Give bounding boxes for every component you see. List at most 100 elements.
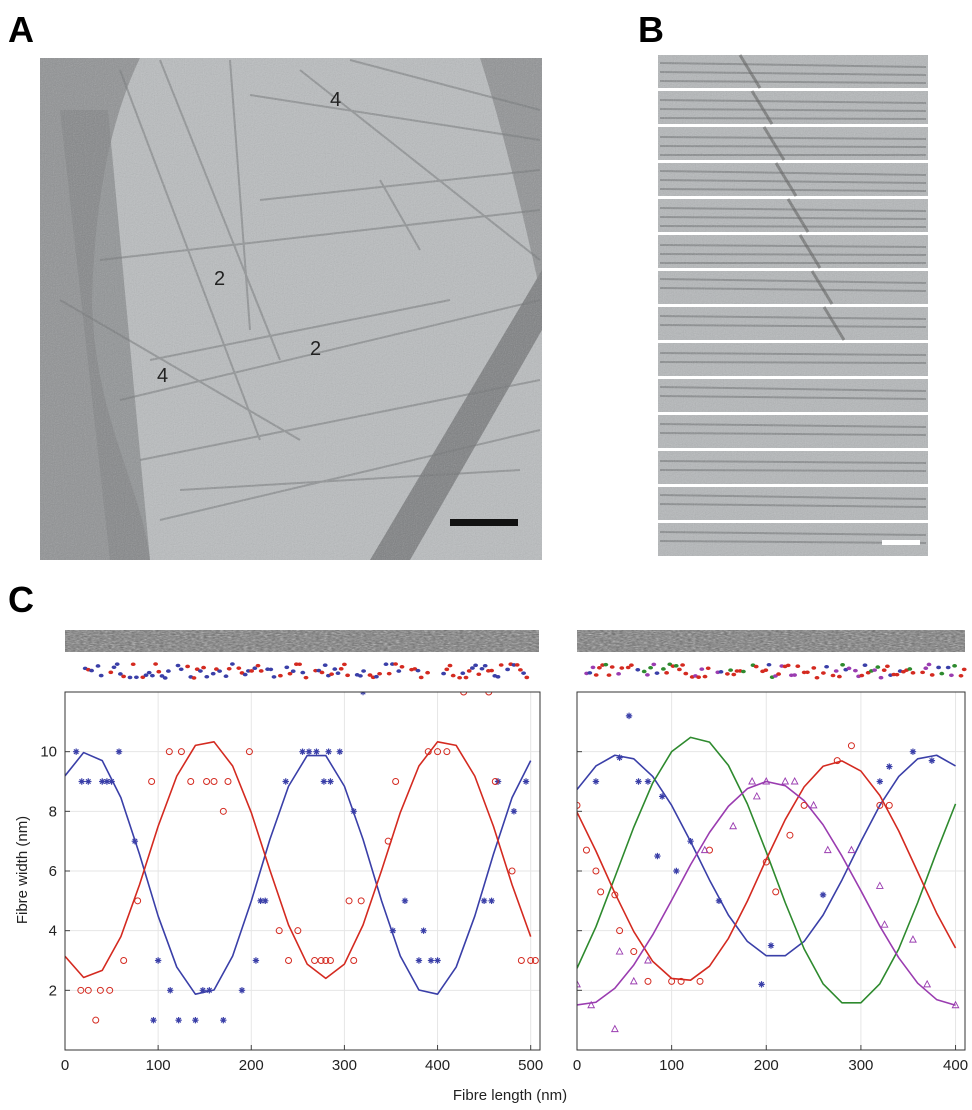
point — [819, 891, 827, 899]
fit-curve — [577, 780, 956, 1007]
point — [99, 778, 106, 785]
point — [305, 748, 313, 755]
x-tick-label: 400 — [943, 1057, 968, 1074]
noise — [658, 451, 928, 484]
dot — [731, 672, 737, 677]
noise — [658, 343, 928, 376]
point — [644, 977, 652, 985]
dot — [872, 668, 877, 672]
dot — [127, 675, 133, 680]
dot — [603, 662, 609, 667]
dot — [287, 671, 293, 676]
x-tick-label: 100 — [146, 1057, 171, 1074]
point — [148, 778, 156, 785]
dot — [661, 667, 666, 671]
noise — [658, 523, 928, 556]
point — [616, 927, 624, 935]
point — [577, 801, 581, 809]
point — [673, 867, 680, 875]
point — [577, 979, 581, 988]
point — [199, 987, 207, 994]
dot — [961, 667, 967, 672]
dot — [252, 666, 258, 671]
dot — [153, 662, 159, 666]
point — [345, 897, 353, 905]
dot — [696, 675, 701, 680]
point — [654, 852, 661, 860]
dot — [156, 669, 162, 674]
x-tick-label: 500 — [518, 1057, 543, 1074]
point — [880, 920, 889, 928]
point — [951, 1000, 960, 1009]
dot — [114, 662, 120, 666]
point — [336, 748, 343, 755]
point — [326, 957, 334, 964]
plot — [65, 692, 539, 1024]
point — [325, 748, 332, 755]
annotation: 2 — [310, 338, 321, 360]
point — [313, 748, 320, 755]
noise — [658, 379, 928, 412]
point — [587, 1000, 596, 1009]
dot — [645, 673, 650, 677]
dot — [201, 665, 207, 670]
point — [876, 801, 884, 809]
dot — [821, 671, 826, 675]
noise — [658, 487, 928, 520]
point — [635, 778, 642, 785]
point — [420, 927, 427, 934]
point — [238, 987, 246, 994]
point — [84, 986, 92, 994]
point — [275, 927, 283, 935]
dot — [495, 675, 501, 679]
point — [150, 1016, 157, 1024]
point — [748, 777, 757, 785]
noise — [658, 235, 928, 268]
y-axis-label: Fibre width (nm) — [14, 816, 31, 924]
dot — [143, 673, 149, 678]
point — [257, 897, 264, 905]
dot — [374, 674, 379, 679]
dot — [907, 667, 913, 671]
dot — [108, 670, 114, 675]
point — [909, 935, 917, 943]
annotation: 4 — [157, 365, 168, 387]
dot — [166, 669, 171, 673]
noise — [658, 415, 928, 448]
point — [611, 891, 619, 899]
dot — [249, 669, 255, 673]
point — [800, 801, 808, 809]
noise — [658, 199, 928, 232]
dot — [121, 674, 126, 679]
dot — [875, 665, 881, 669]
dot — [654, 671, 660, 675]
fibre-strip — [65, 630, 965, 652]
dot — [635, 667, 641, 672]
dot — [859, 673, 865, 678]
point — [134, 897, 142, 905]
point — [886, 763, 893, 770]
dot — [593, 673, 599, 677]
point — [823, 845, 832, 854]
annotation: 2 — [214, 268, 225, 290]
x-tick-label: 0 — [573, 1057, 581, 1074]
dot — [300, 670, 306, 675]
dot — [489, 668, 494, 673]
point — [224, 778, 232, 785]
dot — [284, 665, 290, 670]
noise — [658, 91, 928, 124]
dot — [664, 671, 669, 675]
dot — [785, 663, 791, 668]
dot — [473, 663, 478, 668]
point — [923, 979, 932, 988]
dot — [629, 663, 634, 667]
point — [460, 692, 468, 696]
dot — [625, 665, 631, 670]
dot — [741, 669, 746, 674]
dot — [162, 676, 168, 680]
panel-label: B — [638, 9, 664, 50]
point — [790, 777, 799, 785]
point — [78, 778, 85, 785]
dot — [811, 666, 817, 670]
